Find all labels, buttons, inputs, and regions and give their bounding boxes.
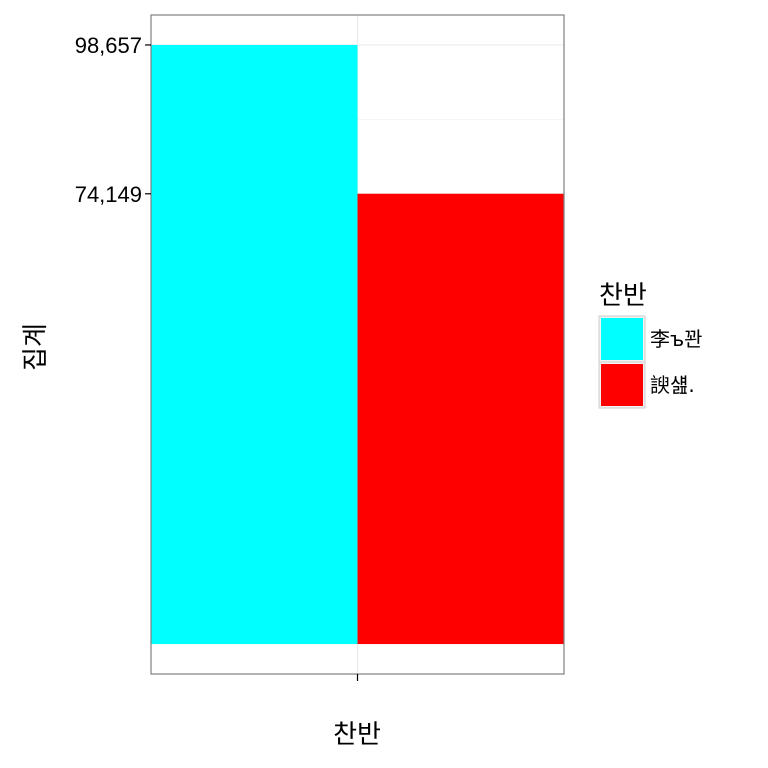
legend-swatch-2 bbox=[601, 364, 643, 406]
x-axis-title: 찬반 bbox=[333, 720, 381, 750]
bar-1 bbox=[151, 44, 358, 645]
y-axis: 74,149 98,657 bbox=[75, 33, 151, 207]
y-tick-label: 98,657 bbox=[75, 33, 142, 58]
legend-items: 李ъ꽌 諛섎. bbox=[598, 315, 703, 409]
legend-label-1: 李ъ꽌 bbox=[650, 327, 703, 351]
legend: 찬반 李ъ꽌 諛섎. bbox=[598, 281, 703, 409]
legend-label-2: 諛섎. bbox=[650, 373, 695, 397]
legend-title: 찬반 bbox=[599, 281, 647, 311]
bar-2 bbox=[357, 193, 564, 645]
y-axis-title: 집계 bbox=[21, 323, 51, 371]
legend-swatch-1 bbox=[601, 318, 643, 360]
bars bbox=[151, 44, 564, 645]
y-tick-label: 74,149 bbox=[75, 182, 142, 207]
